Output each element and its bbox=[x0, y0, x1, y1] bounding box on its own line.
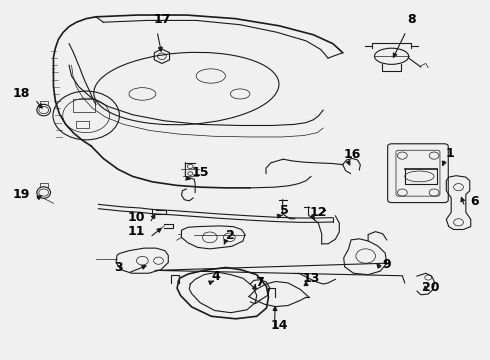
Text: 17: 17 bbox=[153, 13, 171, 26]
Text: 18: 18 bbox=[13, 87, 30, 100]
Text: 3: 3 bbox=[114, 261, 123, 274]
Text: 20: 20 bbox=[422, 281, 440, 294]
Text: 15: 15 bbox=[191, 166, 209, 179]
Text: 13: 13 bbox=[302, 272, 319, 285]
Text: 4: 4 bbox=[211, 270, 220, 283]
Text: 2: 2 bbox=[226, 229, 235, 242]
Text: 5: 5 bbox=[280, 204, 289, 217]
Text: 1: 1 bbox=[446, 147, 455, 159]
Bar bbox=[73, 99, 95, 112]
Text: 19: 19 bbox=[13, 188, 30, 201]
Text: 11: 11 bbox=[127, 225, 145, 238]
Text: 16: 16 bbox=[344, 148, 361, 161]
Bar bbox=[76, 121, 89, 128]
Text: 12: 12 bbox=[310, 206, 327, 219]
Text: 8: 8 bbox=[407, 13, 416, 26]
Text: 6: 6 bbox=[470, 195, 478, 208]
Text: 7: 7 bbox=[255, 276, 264, 289]
Text: 14: 14 bbox=[270, 319, 288, 332]
Text: 9: 9 bbox=[382, 258, 391, 271]
Text: 10: 10 bbox=[127, 211, 145, 224]
